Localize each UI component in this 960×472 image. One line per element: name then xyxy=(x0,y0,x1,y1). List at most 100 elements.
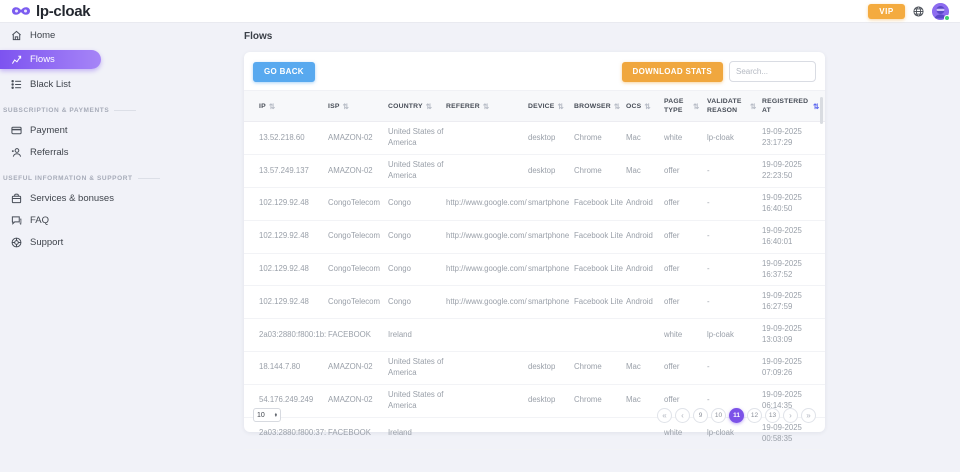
column-header[interactable]: COUNTRY ⇅ xyxy=(387,89,445,123)
sort-icon[interactable]: ⇅ xyxy=(813,101,820,111)
table-row[interactable]: 2a03:2880:f800:1b:: FACEBOOK Ireland whi… xyxy=(244,318,825,353)
column-header[interactable]: PAGE TYPE ⇅ xyxy=(663,89,706,123)
cell-referer xyxy=(445,121,527,156)
cell-registered-at: 19-09-2025 07:09:26 xyxy=(761,351,825,385)
cell-ip: 102.129.92.48 xyxy=(244,285,327,320)
cell-ocs: Mac xyxy=(625,351,663,385)
download-stats-button[interactable]: DOWNLOAD STATS xyxy=(621,61,723,82)
table-row[interactable]: 2a03:2880:f800:37:: FACEBOOK Ireland whi… xyxy=(244,417,825,451)
column-header[interactable]: BROWSER ⇅ xyxy=(573,89,625,123)
sidebar-item-referrals[interactable]: Referrals xyxy=(0,142,230,162)
sort-icon[interactable]: ⇅ xyxy=(693,101,700,111)
column-header[interactable]: IP ⇅ xyxy=(244,89,327,123)
cell-registered-at: 19-09-2025 22:23:50 xyxy=(761,154,825,188)
sidebar-item-black-list[interactable]: Black List xyxy=(0,74,230,94)
table-row[interactable]: 102.129.92.48 CongoTelecom Congo http://… xyxy=(244,187,825,221)
cell-page-type: offer xyxy=(663,187,706,221)
search-input[interactable] xyxy=(729,61,816,82)
pagination-next-button[interactable]: › xyxy=(783,407,798,423)
user-avatar[interactable] xyxy=(932,2,950,21)
cell-page-type: white xyxy=(663,417,706,451)
sort-icon[interactable]: ⇅ xyxy=(482,101,490,111)
cell-isp: CongoTelecom xyxy=(327,253,387,287)
cell-page-type: white xyxy=(663,121,706,156)
cell-ocs: Android xyxy=(625,285,663,320)
cell-browser: Chrome xyxy=(573,121,625,156)
cell-device: smartphone xyxy=(527,220,573,254)
table-row[interactable]: 102.129.92.48 CongoTelecom Congo http://… xyxy=(244,253,825,287)
cell-ip: 18.144.7.80 xyxy=(244,351,327,385)
cell-country: Congo xyxy=(387,285,445,320)
cell-ocs: Android xyxy=(625,253,663,287)
table-scrollbar-thumb[interactable] xyxy=(820,97,823,124)
pagination-page-button[interactable]: 10 xyxy=(711,407,726,423)
pagination-page-button[interactable]: 12 xyxy=(747,407,762,423)
vip-button[interactable]: VIP xyxy=(868,3,905,19)
go-back-button[interactable]: GO BACK xyxy=(253,61,315,82)
cell-validate-reason: - xyxy=(706,187,761,221)
column-label: BROWSER xyxy=(574,102,611,110)
sidebar-item-payment[interactable]: Payment xyxy=(0,120,230,140)
table-row[interactable]: 102.129.92.48 CongoTelecom Congo http://… xyxy=(244,220,825,254)
sort-icon[interactable]: ⇅ xyxy=(342,101,350,111)
cell-browser xyxy=(573,318,625,353)
table-header-row: IP ⇅ ISP ⇅ COUNTRY ⇅ REFERER ⇅ DEVICE ⇅ BROWSER ⇅ OC… xyxy=(244,89,825,123)
sidebar-item-faq[interactable]: FAQ xyxy=(0,210,230,230)
column-header[interactable]: DEVICE ⇅ xyxy=(527,89,573,123)
column-label: VALIDATE REASON xyxy=(707,98,742,115)
sidebar-item-support[interactable]: Support xyxy=(0,232,230,252)
cell-validate-reason: - xyxy=(706,351,761,385)
mask-logo-icon xyxy=(12,7,30,15)
sort-icon[interactable]: ⇅ xyxy=(557,101,564,111)
sort-icon[interactable]: ⇅ xyxy=(425,101,433,111)
table-row[interactable]: 13.52.218.60 AMAZON-02 United States of … xyxy=(244,121,825,156)
sort-icon[interactable]: ⇅ xyxy=(613,101,621,111)
pagination-page-button-active[interactable]: 11 xyxy=(729,407,744,423)
table-row[interactable]: 18.144.7.80 AMAZON-02 United States of A… xyxy=(244,351,825,385)
pagination-prev-button[interactable]: ‹ xyxy=(675,407,690,423)
sidebar-item-home[interactable]: Home xyxy=(0,25,230,45)
cell-ocs: Android xyxy=(625,187,663,221)
cell-browser: Chrome xyxy=(573,351,625,385)
pagination-page-button[interactable]: 9 xyxy=(693,407,708,423)
cell-ocs: Mac xyxy=(625,154,663,188)
blacklist-icon xyxy=(11,79,22,90)
column-header[interactable]: OCS ⇅ xyxy=(625,89,663,123)
language-globe-icon[interactable] xyxy=(913,5,924,17)
cell-country: United States of America xyxy=(387,154,445,188)
services-bag-icon xyxy=(11,193,22,204)
page-size-select[interactable]: 10 ▴ ▾ xyxy=(253,408,281,422)
cell-page-type: white xyxy=(663,318,706,353)
column-label: OCS xyxy=(626,102,642,110)
cell-referer xyxy=(445,384,527,418)
column-header[interactable]: ISP ⇅ xyxy=(327,89,387,123)
cell-referer: http://www.google.com/ xyxy=(445,220,527,254)
pagination-page-button[interactable]: 13 xyxy=(765,407,780,423)
cell-country: Ireland xyxy=(387,417,445,451)
table-row[interactable]: 13.57.249.137 AMAZON-02 United States of… xyxy=(244,154,825,188)
cell-ip: 102.129.92.48 xyxy=(244,187,327,221)
column-header[interactable]: REFERER ⇅ xyxy=(445,89,527,123)
column-label: ISP xyxy=(328,102,340,110)
logo[interactable]: lp-cloak xyxy=(11,2,91,20)
pagination-first-button[interactable]: « xyxy=(657,407,672,423)
page-size-stepper-icon: ▴ ▾ xyxy=(274,410,277,418)
table-row[interactable]: 54.176.249.249 AMAZON-02 United States o… xyxy=(244,384,825,418)
sidebar: Home Flows Black List SUBSCRIPTION & PAY… xyxy=(0,23,230,252)
cell-isp: FACEBOOK xyxy=(327,417,387,451)
cell-validate-reason: lp-cloak xyxy=(706,121,761,156)
sort-icon[interactable]: ⇅ xyxy=(644,101,651,111)
brand-name: lp-cloak xyxy=(36,2,91,20)
cell-registered-at: 19-09-2025 16:37:52 xyxy=(761,253,825,287)
sort-icon[interactable]: ⇅ xyxy=(750,101,757,111)
column-header[interactable]: REGISTERED AT ⇅ xyxy=(761,89,825,123)
sidebar-item-flows[interactable]: Flows xyxy=(0,50,101,69)
cell-isp: CongoTelecom xyxy=(327,220,387,254)
sort-icon[interactable]: ⇅ xyxy=(268,101,276,111)
table-row[interactable]: 102.129.92.48 CongoTelecom Congo http://… xyxy=(244,285,825,320)
cell-isp: FACEBOOK xyxy=(327,318,387,353)
column-header[interactable]: VALIDATE REASON ⇅ xyxy=(706,89,761,123)
pagination-last-button[interactable]: » xyxy=(801,407,816,423)
pagination: « ‹ 9 10 11 12 13 › » xyxy=(657,407,816,423)
sidebar-item-services-bonuses[interactable]: Services & bonuses xyxy=(0,188,230,208)
